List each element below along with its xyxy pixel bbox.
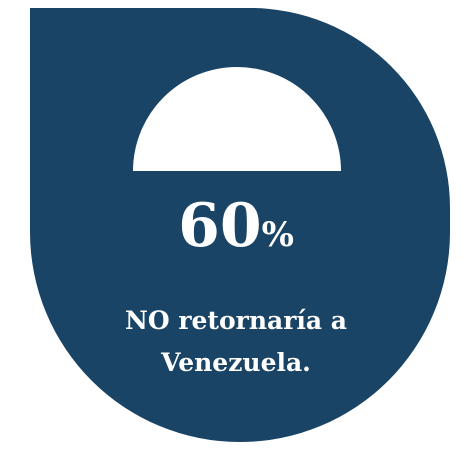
caption-line-2: Venezuela. [161, 348, 311, 377]
arc-shape [133, 67, 341, 171]
stat-number: 60 [178, 191, 262, 261]
drop-body [30, 8, 450, 442]
stat-value: 60% [110, 196, 362, 256]
stat-unit: % [261, 215, 294, 255]
caption-line-1: NO retornaría a [125, 306, 347, 335]
